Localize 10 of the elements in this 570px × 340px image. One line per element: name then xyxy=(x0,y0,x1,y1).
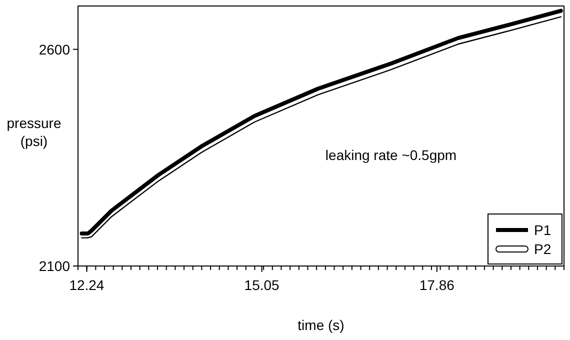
y-axis-title: pressure (psi) xyxy=(6,115,62,149)
y-tick-label: 2100 xyxy=(38,258,70,274)
x-tick-label: 12.24 xyxy=(69,277,104,293)
annotation: leaking rate ~0.5gpm xyxy=(325,147,457,163)
legend-label: P2 xyxy=(534,241,552,257)
x-axis-title: time (s) xyxy=(298,317,344,333)
x-tick-label: 15.05 xyxy=(244,277,280,293)
x-tick-label: 17.86 xyxy=(419,277,455,293)
legend-label: P1 xyxy=(534,222,552,238)
y-tick-label: 2600 xyxy=(38,41,70,58)
